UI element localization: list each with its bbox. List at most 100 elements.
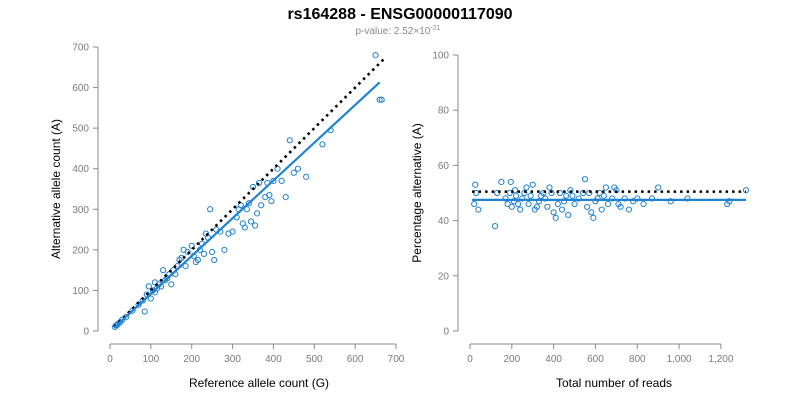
y-tick-label: 300 — [72, 205, 89, 216]
x-tick-label: 1,200 — [708, 354, 733, 365]
data-point — [634, 195, 641, 202]
data-point — [600, 192, 607, 199]
data-point — [602, 184, 610, 191]
data-point — [506, 189, 513, 197]
data-point — [525, 200, 532, 208]
data-point — [256, 179, 263, 187]
data-point — [473, 189, 480, 197]
data-point — [245, 200, 253, 207]
data-point — [270, 177, 277, 184]
data-point — [498, 178, 505, 186]
data-point — [200, 250, 208, 258]
chart-title: rs164288 - ENSG00000117090 — [287, 6, 512, 23]
data-point — [542, 195, 549, 202]
data-point — [147, 295, 154, 302]
data-point — [550, 209, 557, 216]
data-point — [563, 192, 570, 199]
data-point — [507, 178, 514, 186]
x-tick-label: 700 — [388, 354, 405, 365]
data-point — [303, 173, 310, 180]
y-tick-label: 700 — [72, 43, 89, 54]
data-point — [609, 195, 616, 202]
x-tick-label: 1,000 — [667, 354, 692, 365]
data-point — [558, 206, 566, 213]
data-point — [604, 200, 612, 208]
x-tick-label: 300 — [224, 354, 241, 365]
y-tick-label: 20 — [438, 271, 450, 282]
x-tick-label: 200 — [503, 354, 520, 365]
data-point — [655, 184, 662, 191]
data-point — [640, 200, 647, 208]
y-tick-label: 500 — [72, 124, 89, 135]
data-point — [508, 203, 515, 210]
x-axis-label: Total number of reads — [556, 376, 672, 390]
data-point — [517, 206, 524, 213]
data-point — [286, 137, 293, 144]
data-point — [514, 200, 522, 208]
y-axis-label: Percentage alternative (A) — [410, 123, 424, 262]
data-point — [544, 203, 551, 210]
data-point — [376, 96, 383, 103]
data-point — [533, 203, 541, 210]
data-point — [475, 206, 482, 213]
data-point — [726, 198, 733, 205]
chart-subtitle: p-value: 2.52×10-21 — [356, 25, 441, 37]
data-point — [471, 200, 478, 208]
data-point — [472, 181, 479, 188]
data-point — [581, 176, 589, 183]
p-value-exponent: -21 — [430, 25, 440, 32]
data-point — [535, 198, 543, 205]
data-point — [168, 281, 175, 288]
data-point — [569, 192, 576, 199]
data-point — [684, 195, 691, 202]
x-tick-label: 100 — [143, 354, 160, 365]
data-point — [552, 214, 559, 221]
data-point — [251, 222, 259, 229]
data-point — [258, 202, 265, 209]
y-tick-label: 80 — [438, 106, 450, 117]
y-tick-label: 600 — [72, 83, 89, 94]
scatter-panel-percentage: 0 20 40 60 80 100 0 200 400 600 800 1,000 1,200 Total… — [410, 51, 750, 390]
data-point — [188, 242, 195, 249]
x-axis-label: Reference allele count (G) — [189, 376, 329, 390]
data-point — [617, 203, 624, 210]
y-tick-label: 400 — [72, 164, 89, 175]
data-point — [119, 316, 126, 323]
data-point — [667, 198, 674, 205]
x-tick-label: 400 — [265, 354, 282, 365]
x-tick-label: 200 — [183, 354, 200, 365]
x-tick-label: 600 — [587, 354, 604, 365]
data-point — [243, 206, 250, 213]
y-tick-label: 100 — [72, 286, 89, 297]
data-point — [556, 189, 564, 197]
data-point — [504, 200, 511, 208]
data-point — [625, 206, 633, 213]
y-tick-label: 60 — [438, 161, 450, 172]
data-point — [512, 192, 520, 199]
p-value-text: p-value: 2.52×10 — [356, 26, 431, 37]
data-point — [511, 187, 519, 194]
data-point — [282, 194, 289, 201]
data-point — [648, 195, 656, 202]
x-tick-label: 0 — [467, 354, 473, 365]
y-tick-label: 40 — [438, 216, 450, 227]
data-point — [192, 258, 199, 266]
x-tick-label: 0 — [107, 354, 113, 365]
data-point — [253, 210, 261, 217]
data-point — [598, 206, 605, 213]
data-point — [571, 200, 578, 208]
data-point — [160, 267, 167, 274]
data-point — [241, 224, 248, 231]
data-point — [247, 218, 255, 225]
data-point — [491, 223, 499, 230]
data-point — [527, 192, 534, 199]
data-point — [378, 96, 385, 103]
x-tick-label: 800 — [629, 354, 646, 365]
fit-line — [113, 81, 381, 329]
data-point — [546, 184, 553, 191]
data-point — [278, 177, 285, 184]
data-point — [583, 203, 591, 210]
data-point — [294, 165, 302, 172]
